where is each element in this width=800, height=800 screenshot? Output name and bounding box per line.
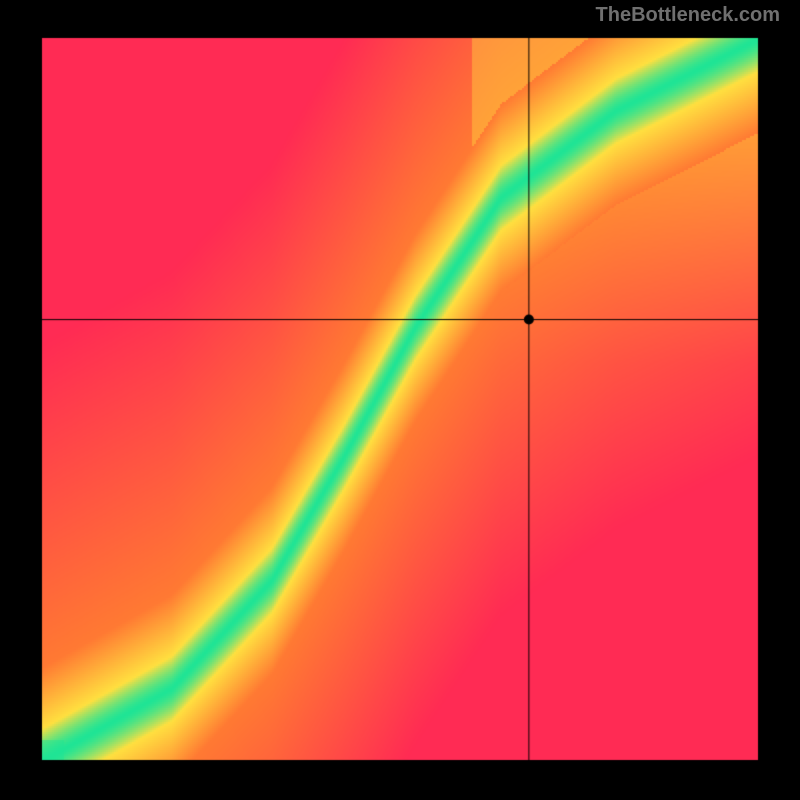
heatmap-canvas — [0, 0, 800, 800]
watermark-text: TheBottleneck.com — [596, 4, 780, 27]
chart-container: TheBottleneck.com — [0, 0, 800, 800]
